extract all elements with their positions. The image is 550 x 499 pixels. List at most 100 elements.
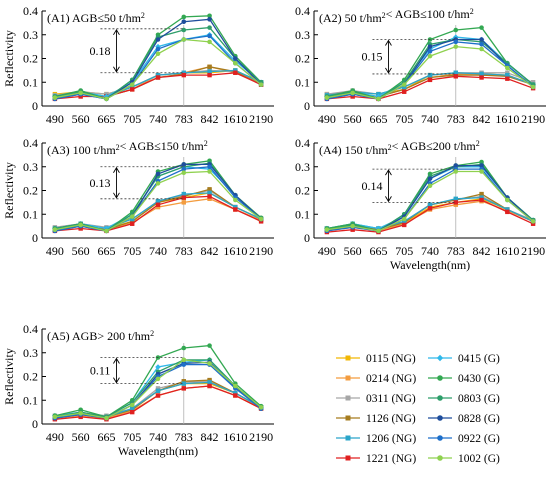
data-point	[181, 191, 186, 197]
x-tick-label: 665	[97, 244, 115, 258]
series	[324, 74, 536, 102]
data-point	[453, 27, 459, 33]
data-point	[453, 200, 458, 205]
data-point	[233, 68, 238, 73]
data-point	[155, 204, 161, 210]
chart-panel: 0 0.1 0.2 0.3 0.4 490 560 665 705 740 783 842 1610 21…	[2, 136, 274, 258]
legend-item: 0415 (G)	[428, 353, 500, 365]
y-tick-label: 0.1	[23, 393, 38, 407]
series	[52, 162, 264, 234]
x-tick-label: 665	[369, 112, 387, 126]
bracket-arrow-down	[113, 192, 120, 199]
legend-label: 0430 (G)	[458, 373, 500, 385]
y-tick-label: 0.4	[23, 4, 38, 18]
data-point	[207, 187, 212, 192]
data-point	[427, 44, 433, 49]
x-tick-label: 490	[46, 112, 64, 126]
difference-bracket: 0.18	[89, 28, 184, 74]
data-point	[453, 163, 459, 168]
data-point	[427, 176, 433, 181]
legend-marker	[437, 375, 443, 381]
data-point	[129, 82, 135, 87]
data-point	[427, 183, 433, 189]
legend: 0115 (NG) 0214 (NG) 0311 (NG) 1126 (NG) 1206…	[336, 353, 500, 465]
legend-label: 0115 (NG)	[366, 353, 416, 365]
y-tick-label: 0.1	[295, 75, 310, 89]
series	[52, 70, 264, 102]
data-point	[181, 362, 187, 367]
data-point	[207, 194, 212, 199]
data-point	[350, 227, 355, 232]
x-tick-label: 740	[149, 112, 167, 126]
data-point	[181, 381, 186, 386]
data-point	[181, 72, 186, 78]
data-point	[130, 221, 135, 226]
x-tick-label: 783	[175, 244, 193, 258]
legend-marker	[437, 455, 443, 461]
data-point	[181, 170, 187, 175]
data-point	[155, 376, 161, 382]
y-tick-label: 0.1	[23, 75, 38, 89]
data-point	[78, 411, 83, 416]
data-point	[453, 196, 458, 202]
x-tick-label: 705	[123, 112, 141, 126]
data-point	[207, 39, 212, 45]
x-tick-label: 2190	[521, 244, 545, 258]
bracket-arrow-up	[113, 166, 120, 173]
data-point	[376, 96, 381, 102]
y-tick-label: 0.2	[23, 370, 38, 384]
data-point	[207, 17, 212, 22]
x-tick-label: 490	[46, 430, 64, 444]
legend-marker	[345, 415, 351, 421]
data-point	[350, 223, 355, 229]
data-point	[155, 388, 161, 393]
data-point	[505, 72, 510, 78]
legend-label: 0214 (NG)	[366, 373, 416, 385]
data-point	[129, 402, 135, 408]
x-tick-label: 2190	[521, 112, 545, 126]
x-tick-label: 842	[473, 244, 491, 258]
chart-panel: 0 0.1 0.2 0.3 0.4 490 560 665 705 740 783 842 1610 21…	[295, 4, 546, 126]
y-axis-label: Reflectivity	[2, 348, 16, 405]
series	[52, 169, 264, 234]
data-point	[130, 87, 135, 92]
series	[324, 169, 536, 234]
legend-item: 0311 (NG)	[336, 393, 416, 405]
data-point	[530, 221, 536, 226]
data-point	[401, 82, 407, 87]
x-tick-label: 740	[421, 112, 439, 126]
data-point	[181, 162, 187, 167]
data-point	[155, 46, 161, 52]
legend-item: 1206 (NG)	[336, 433, 416, 445]
y-tick-label: 0	[304, 231, 310, 245]
data-point	[427, 72, 433, 78]
data-point	[453, 169, 459, 174]
y-tick-label: 0.1	[295, 207, 310, 221]
y-tick-label: 0.2	[295, 52, 310, 66]
data-point	[505, 70, 510, 75]
x-tick-label: 740	[149, 244, 167, 258]
data-point	[181, 386, 186, 391]
data-point	[505, 76, 510, 81]
y-tick-label: 0.4	[23, 136, 38, 150]
data-point	[207, 33, 212, 39]
data-point	[479, 46, 484, 52]
y-axis-label: Reflectivity	[2, 162, 16, 219]
series	[52, 343, 264, 420]
y-tick-label: 0.4	[295, 136, 310, 150]
y-tick-label: 0.1	[23, 207, 38, 221]
series	[324, 44, 536, 102]
data-point	[207, 13, 212, 19]
x-tick-label: 1610	[223, 430, 247, 444]
data-point	[453, 39, 459, 45]
bracket-value-label: 0.15	[361, 50, 382, 64]
data-point	[181, 200, 186, 205]
data-point	[181, 14, 187, 20]
data-point	[207, 169, 212, 174]
legend-label: 1206 (NG)	[366, 433, 416, 445]
data-point	[129, 214, 135, 219]
data-point	[181, 70, 186, 75]
x-tick-label: 560	[72, 244, 90, 258]
x-tick-label: 560	[344, 244, 362, 258]
legend-marker	[437, 415, 443, 421]
